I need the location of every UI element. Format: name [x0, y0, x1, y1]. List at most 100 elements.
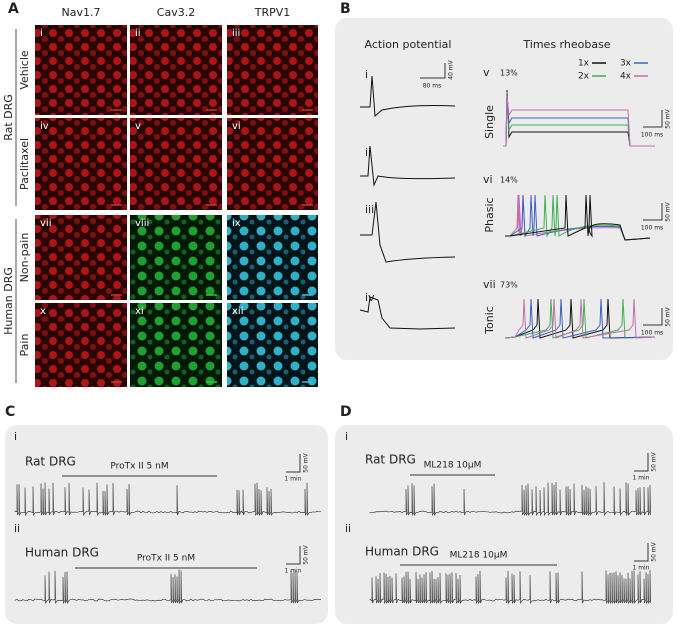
tile-numeral: ii	[135, 28, 141, 39]
recording-trace	[369, 570, 651, 605]
recording-numeral: i	[14, 430, 17, 443]
row-percent: 14%	[500, 176, 518, 185]
scale-label: 50 mV	[665, 306, 672, 326]
micrograph	[227, 215, 318, 300]
scale-label: 1 min	[284, 568, 301, 575]
tile-numeral: iii	[232, 28, 240, 39]
tile-numeral: vii	[40, 218, 51, 229]
rheobase-trace	[505, 194, 651, 241]
row-percent: 13%	[500, 69, 518, 78]
row-percent: 73%	[500, 281, 518, 290]
micrograph	[35, 118, 127, 210]
recording-numeral: ii	[14, 522, 20, 535]
section-title: Times rheobase	[522, 38, 610, 51]
scale-label: 40 mV	[448, 59, 455, 79]
drug-label: ML218 10μM	[450, 551, 508, 561]
scale-label: 1 min	[284, 476, 301, 483]
scale-label: 50 mV	[303, 544, 310, 564]
scale-label: 100 ms	[641, 225, 663, 232]
scale-label: 80 ms	[423, 83, 442, 90]
tile-numeral: v	[135, 121, 141, 132]
column-header: TRPV1	[254, 6, 291, 19]
recording-numeral: ii	[345, 522, 351, 535]
recording-trace	[14, 569, 322, 605]
micrograph	[130, 303, 222, 387]
group-label: Rat DRG	[2, 94, 15, 141]
row-label: Paclitaxel	[18, 138, 31, 190]
row-numeral: vi	[483, 173, 493, 186]
tile-numeral: viii	[135, 218, 149, 229]
scale-bar	[286, 546, 301, 565]
recording-trace	[14, 482, 322, 517]
row-numeral: v	[483, 66, 490, 79]
panel-label: D	[340, 404, 352, 420]
tile-numeral: i	[40, 28, 43, 39]
scale-label: 1 min	[632, 475, 649, 482]
micrograph	[227, 303, 318, 387]
ap-trace	[359, 296, 456, 330]
drug-label: ML218 10μM	[424, 461, 482, 471]
scale-label: 50 mV	[665, 201, 672, 221]
rheobase-trace	[504, 298, 656, 339]
tile-numeral: x	[40, 306, 46, 317]
scale-label: 50 mV	[303, 452, 310, 472]
tile-numeral: xi	[135, 306, 144, 317]
micrograph	[130, 215, 222, 300]
rheobase-trace	[505, 194, 651, 241]
legend-label: 2x	[578, 72, 590, 82]
tile-numeral: ix	[232, 218, 241, 229]
tile-numeral: vi	[232, 121, 241, 132]
micrograph	[130, 118, 222, 210]
scale-label: 50 mV	[651, 451, 658, 471]
column-header: Nav1.7	[62, 6, 101, 19]
scale-label: 1 min	[632, 565, 649, 572]
ap-trace	[360, 201, 456, 263]
micrograph	[35, 215, 127, 300]
scale-bar	[643, 110, 663, 128]
micrograph	[35, 25, 127, 115]
micrograph	[227, 25, 318, 115]
row-label: Vehicle	[18, 50, 31, 90]
scale-bar	[643, 203, 663, 221]
row-label: Pain	[18, 334, 31, 357]
legend-label: 1x	[578, 59, 590, 69]
panel-label: C	[5, 404, 15, 420]
recording-name: Human DRG	[365, 545, 439, 559]
tile-numeral: iv	[40, 121, 49, 132]
row-name: Single	[483, 105, 496, 139]
scale-bar	[643, 308, 663, 326]
scale-bar	[634, 453, 649, 472]
rheobase-trace	[503, 95, 655, 147]
tile-numeral: xii	[232, 306, 243, 317]
section-title: Action potential	[365, 38, 452, 51]
panel-label: B	[340, 1, 351, 17]
recording-name: Human DRG	[25, 546, 99, 560]
micrograph	[35, 303, 127, 387]
trace-numeral: iii	[365, 203, 374, 216]
row-name: Tonic	[483, 306, 496, 335]
row-numeral: vii	[483, 278, 496, 291]
scale-label: 100 ms	[641, 132, 663, 139]
micrograph	[130, 25, 222, 115]
row-name: Phasic	[483, 197, 496, 232]
panel-label: A	[8, 1, 19, 17]
scale-bar	[286, 454, 301, 473]
column-header: Cav3.2	[157, 6, 195, 19]
rheobase-trace	[504, 298, 656, 339]
trace-numeral: ii	[365, 146, 371, 159]
scale-bar	[634, 543, 649, 562]
ap-trace	[360, 145, 456, 187]
legend-label: 3x	[620, 59, 632, 69]
trace-numeral: i	[365, 68, 368, 81]
rheobase-trace	[504, 298, 656, 339]
ap-trace	[360, 75, 456, 118]
scale-label: 100 ms	[641, 330, 663, 337]
legend-label: 4x	[620, 72, 632, 82]
rheobase-trace	[504, 298, 656, 339]
recording-numeral: i	[345, 430, 348, 443]
recording-trace	[369, 482, 651, 517]
micrograph	[227, 118, 318, 210]
rheobase-trace	[505, 194, 651, 241]
